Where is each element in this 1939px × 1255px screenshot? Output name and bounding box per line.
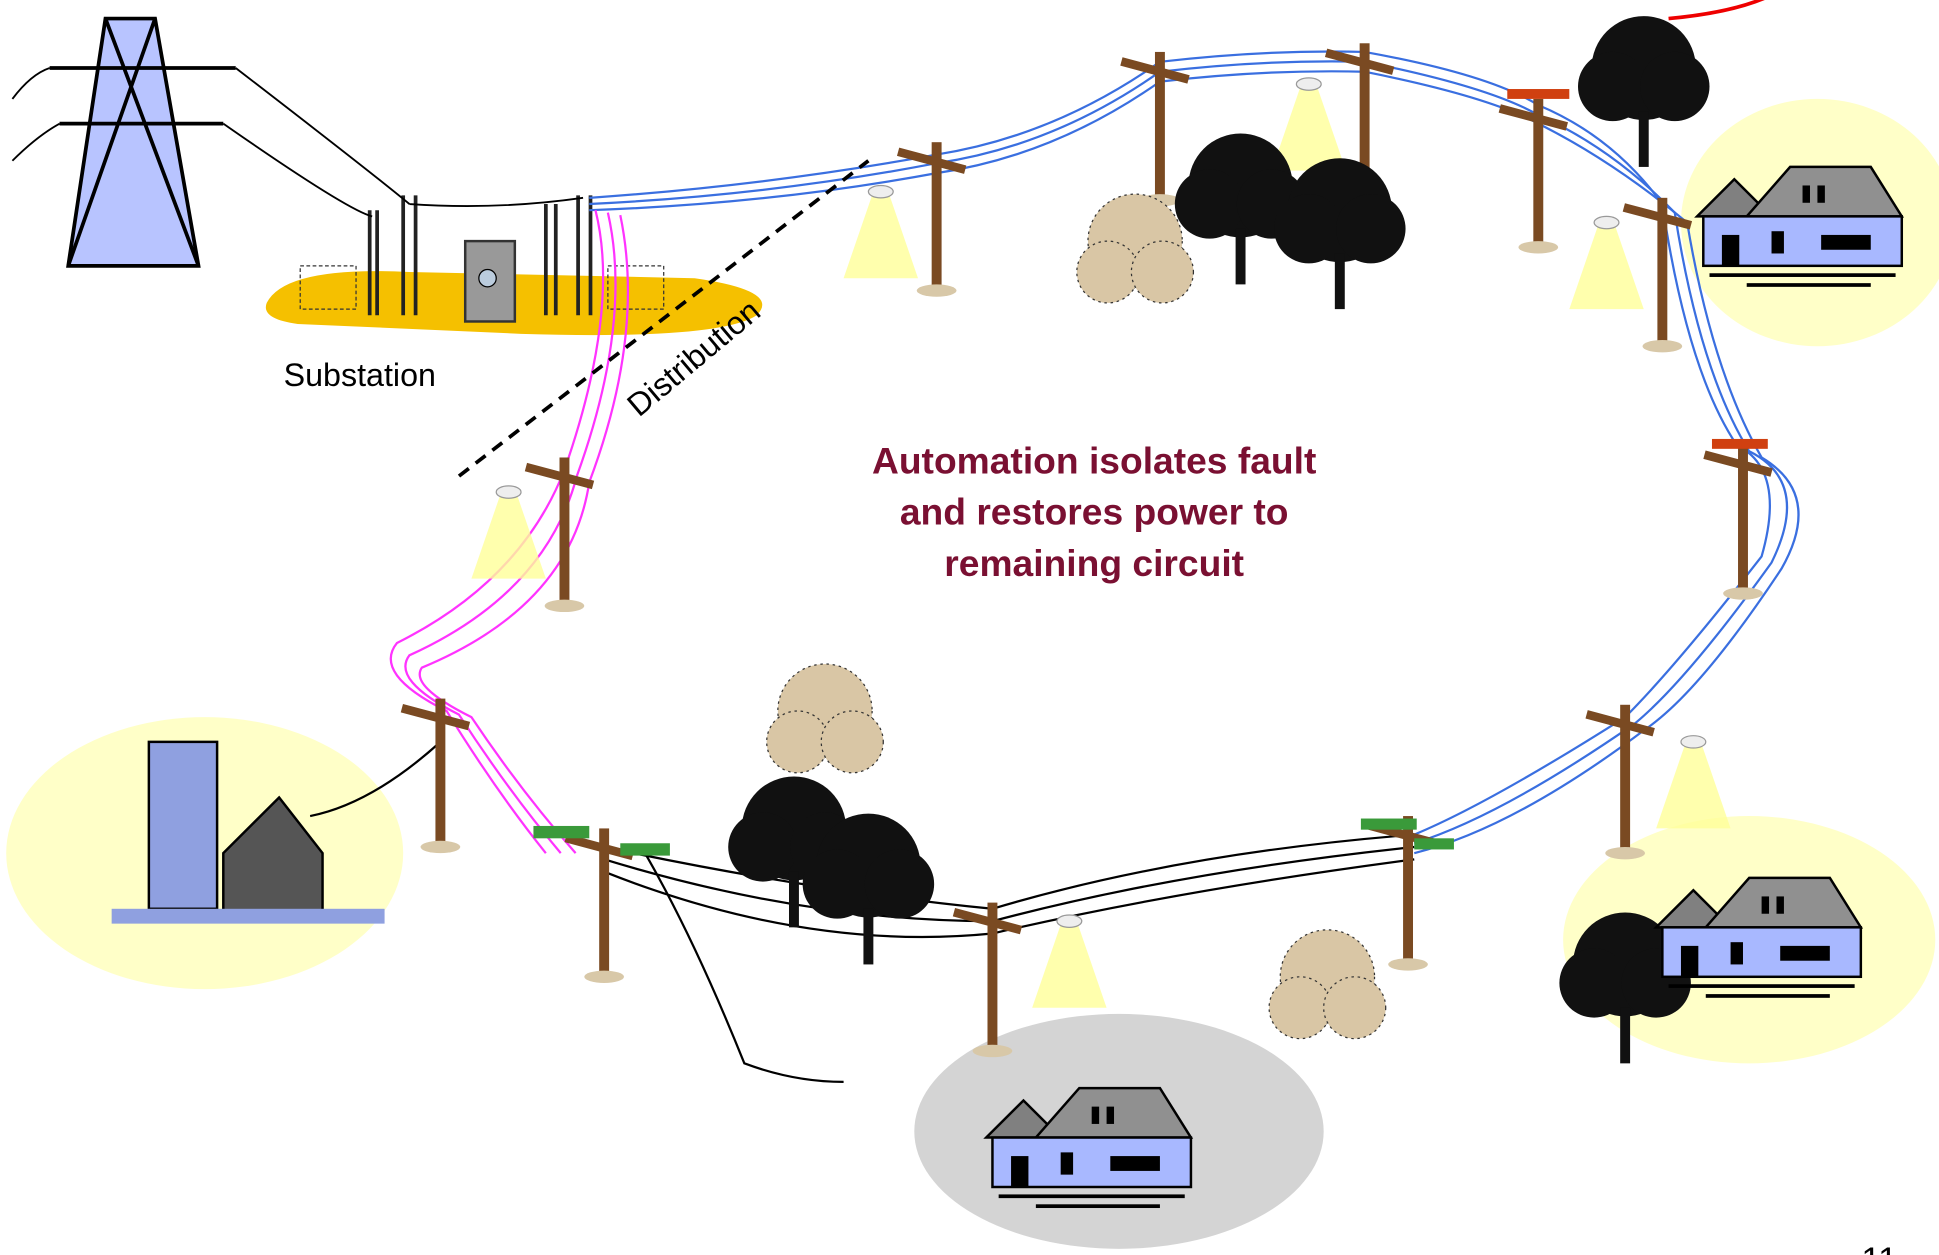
tower	[50, 19, 236, 266]
page-number: 11	[1861, 1241, 1897, 1255]
message-line: and restores power to	[900, 490, 1289, 532]
red-arc	[1669, 0, 1774, 19]
diagram: Substation Distribution Automation isola…	[0, 0, 1939, 1255]
substation-label: Substation	[284, 357, 436, 393]
page: {"labels": {"substation": "Substation", …	[0, 0, 1939, 1255]
message-line: remaining circuit	[944, 542, 1244, 584]
message-line: Automation isolates fault	[872, 440, 1316, 482]
message: Automation isolates fault and restores p…	[872, 440, 1316, 585]
